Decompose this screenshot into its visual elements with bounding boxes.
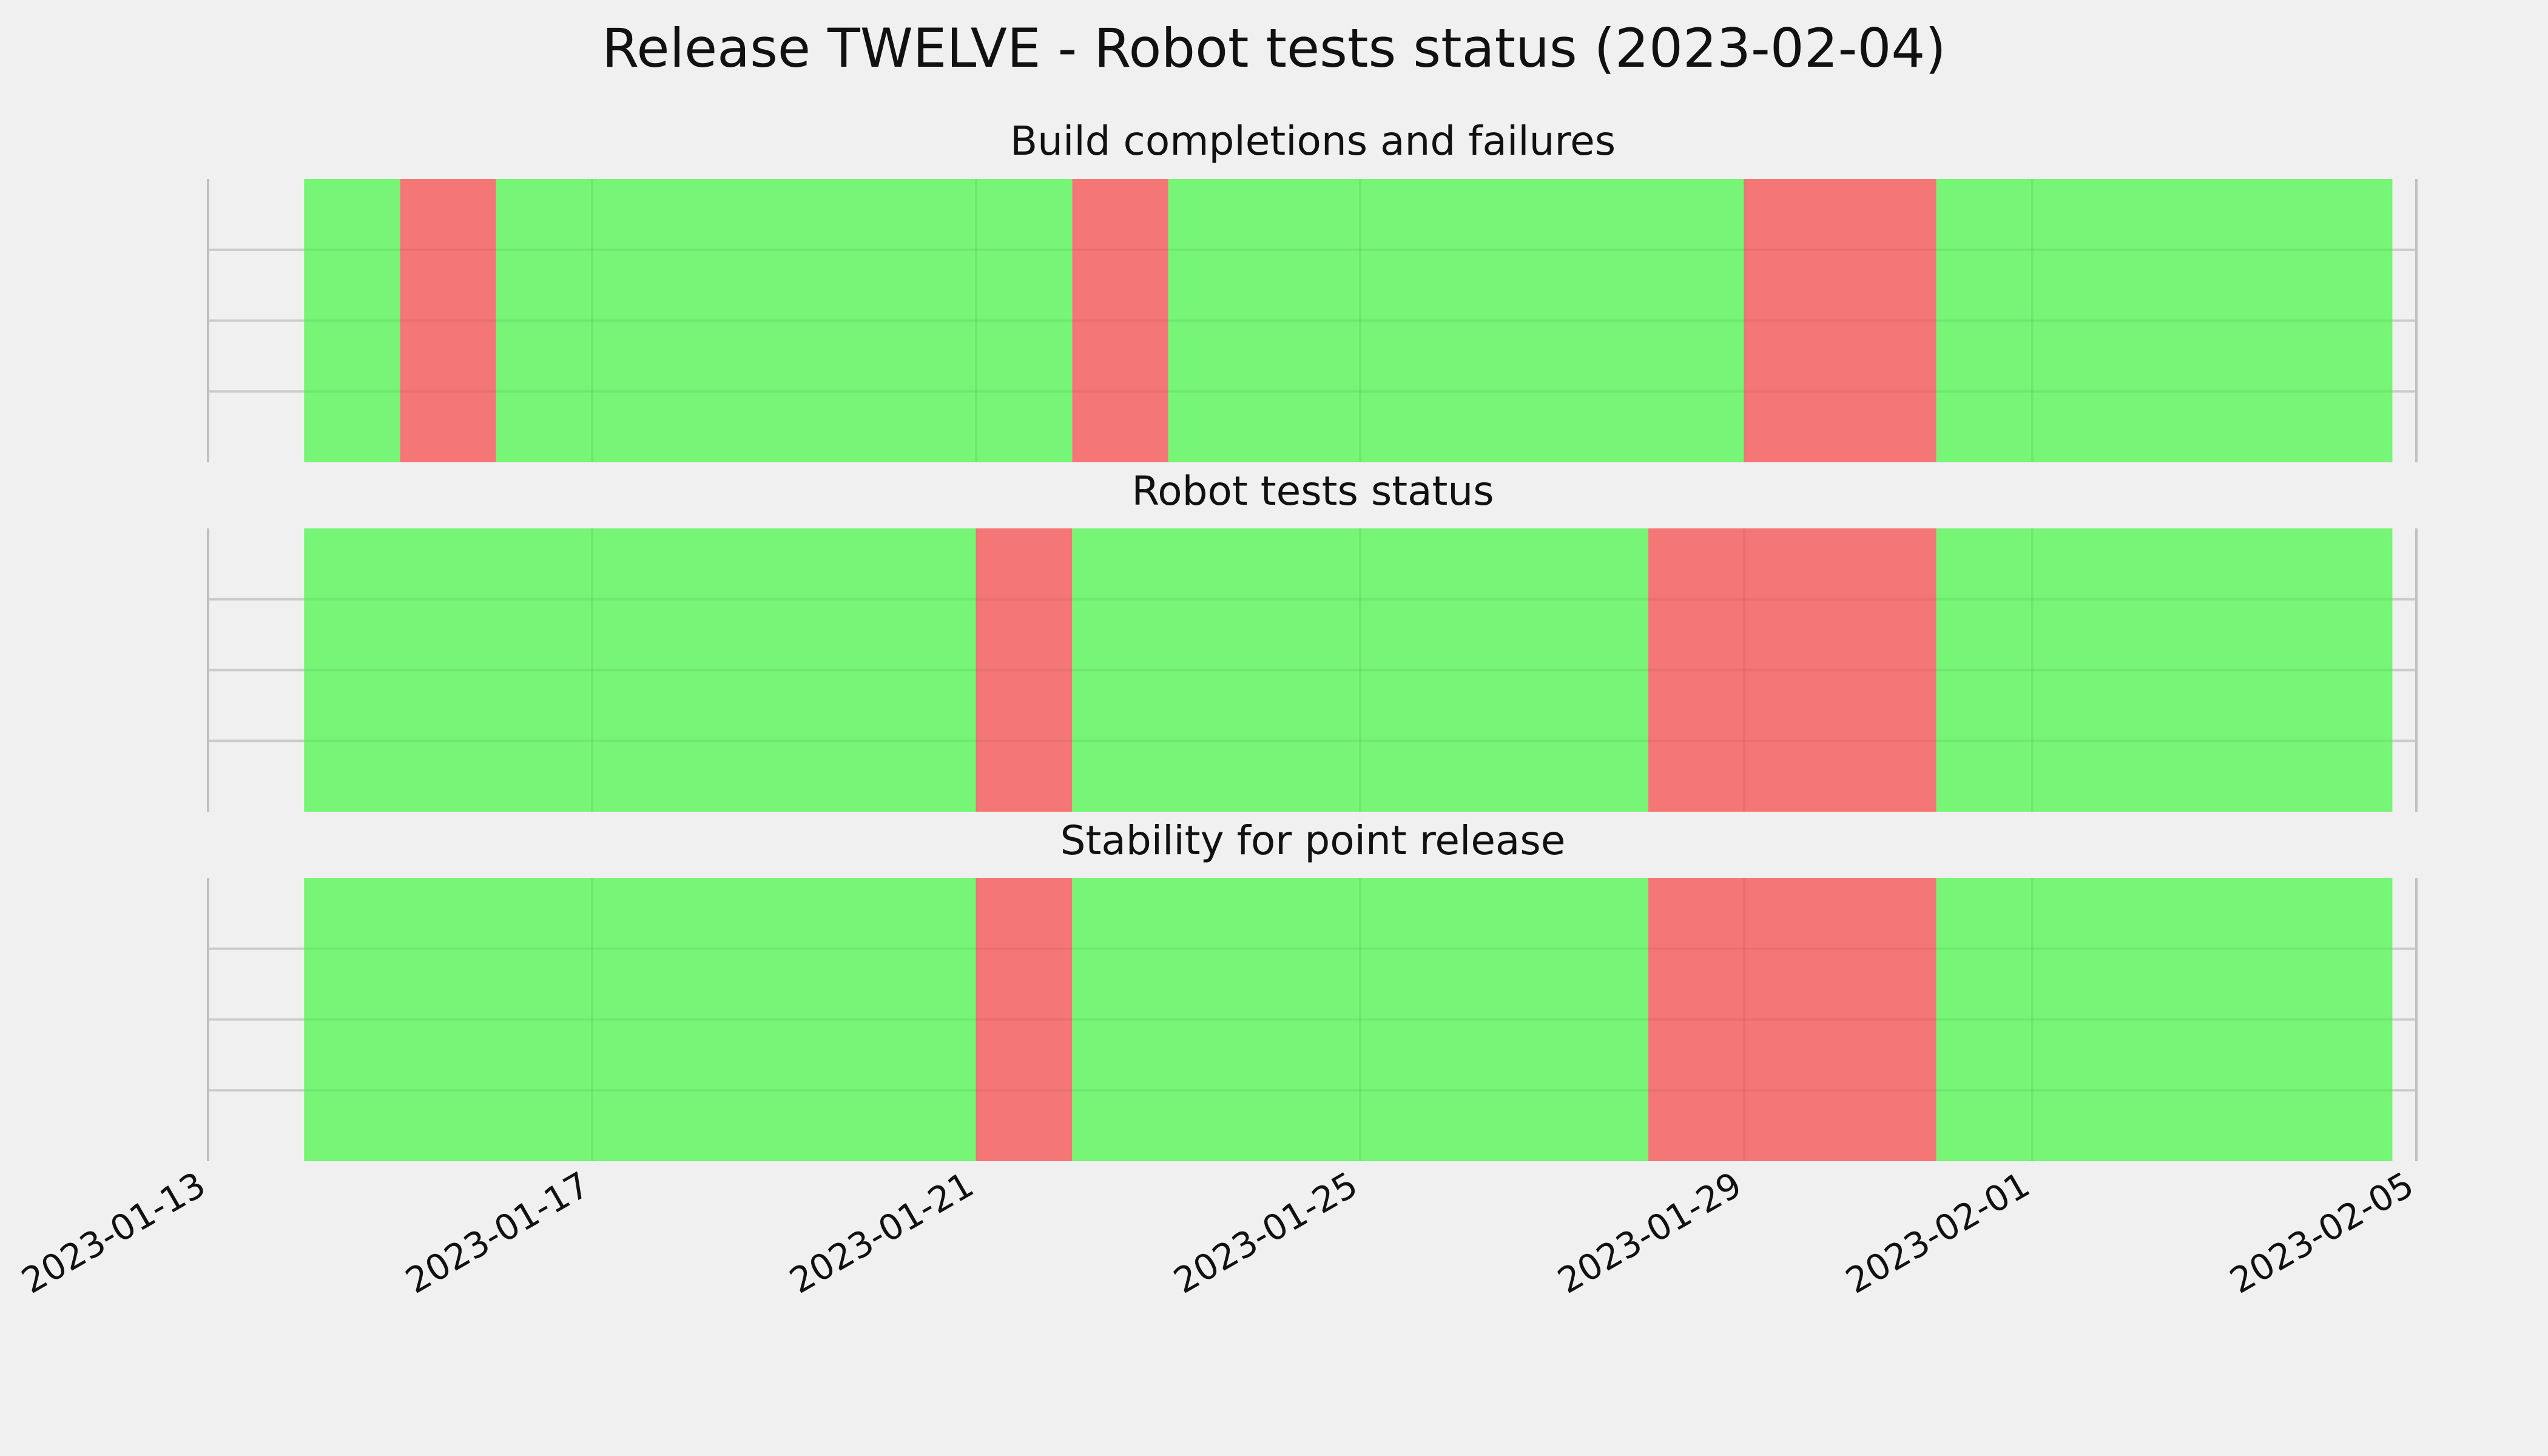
x-tick-label: 2023-01-21 [783,1164,980,1301]
x-tick-label: 2023-01-29 [1551,1164,1748,1301]
x-axis-ticks: 2023-01-13 2023-01-17 2023-01-21 2023-01-25… [15,1164,2421,1301]
panel-1: Build completions and failures [207,118,2418,462]
segment-fail [1648,528,1936,812]
segment-pass [1072,528,1648,812]
x-tick-label: 2023-01-25 [1167,1164,1364,1301]
segment-pass [304,179,400,462]
segment-pass [1936,179,2393,462]
panel-title: Build completions and failures [1010,118,1616,164]
panel-title: Robot tests status [1131,468,1494,514]
segment-fail [1072,179,1168,462]
panel-3: Stability for point release [207,817,2418,1161]
timeline-panels: Build completions and failures Robot test… [207,118,2418,1161]
x-tick-label: 2023-02-05 [2223,1164,2421,1301]
segment-fail [976,528,1073,812]
x-tick-label: 2023-01-13 [15,1164,212,1301]
segment-fail [400,179,496,462]
segment-pass [304,528,977,812]
panel-title: Stability for point release [1060,817,1566,864]
segment-pass [304,878,977,1161]
segment-pass [496,179,1073,462]
segment-fail [1648,878,1936,1161]
segment-fail [976,878,1073,1161]
segment-pass [1936,528,2393,812]
segment-fail [1744,179,1936,462]
chart-title: Release TWELVE - Robot tests status (202… [602,17,1946,79]
segment-pass [1936,878,2393,1161]
segment-pass [1168,179,1745,462]
segment-pass [1072,878,1648,1161]
x-tick-label: 2023-02-01 [1839,1164,2037,1301]
panel-2: Robot tests status [207,468,2418,812]
x-tick-label: 2023-01-17 [399,1164,596,1301]
